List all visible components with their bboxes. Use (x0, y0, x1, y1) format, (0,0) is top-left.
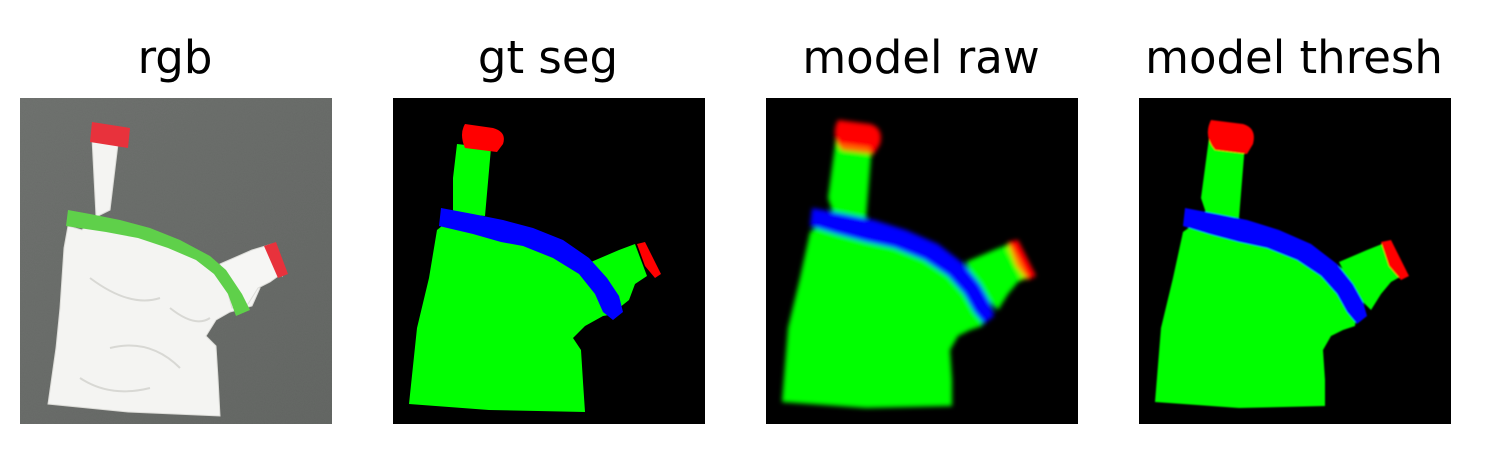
gt-seg-tip-right (637, 242, 661, 278)
panel-title-gt-seg: gt seg (477, 31, 619, 84)
panel-title-model-thresh: model thresh (1145, 31, 1443, 84)
model-thresh-band (1183, 208, 1367, 324)
gt-seg-band (439, 208, 623, 320)
model-raw-tip-top-edge (840, 144, 870, 152)
model-raw-body (782, 138, 992, 408)
model-raw-image (766, 98, 1078, 424)
model-thresh-body (1155, 138, 1365, 408)
model-thresh-image (1139, 98, 1451, 424)
rgb-red-tape-top (90, 122, 130, 148)
gt-seg-image (393, 98, 705, 424)
panel-title-model-raw: model raw (802, 31, 1040, 84)
model-raw-tip-right (1008, 240, 1036, 280)
rgb-paper-folds (79, 277, 211, 393)
rgb-green-tape (66, 210, 250, 316)
panel-model-thresh: model thresh (1104, 0, 1484, 469)
panel-title-rgb: rgb (137, 31, 213, 84)
model-thresh-tip-top (1207, 120, 1254, 154)
model-raw-tip-right-edge (1006, 246, 1028, 280)
model-thresh-tip-right (1381, 240, 1409, 280)
panel-gt-seg: gt seg (358, 0, 738, 469)
panel-model-raw: model raw (731, 0, 1111, 469)
model-raw-band (810, 208, 994, 324)
rgb-red-tape-right (264, 242, 288, 278)
rgb-image (20, 98, 332, 424)
gt-seg-body (409, 144, 615, 412)
panel-rgb: rgb (0, 0, 365, 469)
gt-seg-arm (591, 244, 647, 308)
gt-seg-tip-top (462, 124, 504, 152)
